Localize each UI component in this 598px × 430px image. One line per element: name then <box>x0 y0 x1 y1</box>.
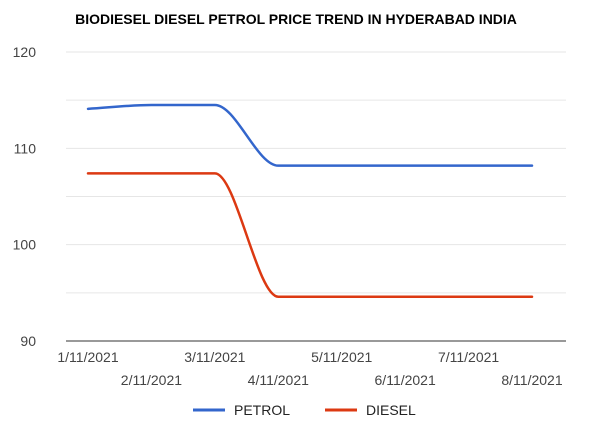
series-line-diesel <box>86 172 534 298</box>
legend-item-petrol: PETROL <box>193 402 290 418</box>
legend: PETROL DIESEL <box>193 402 416 418</box>
x-tick-label: 3/11/2021 <box>184 349 245 365</box>
legend-label: DIESEL <box>366 402 416 418</box>
y-tick-label: 90 <box>20 333 36 349</box>
y-tick-label: 120 <box>13 44 37 60</box>
y-tick-label: 100 <box>13 237 37 253</box>
legend-label: PETROL <box>234 402 290 418</box>
series-line-petrol <box>86 103 534 167</box>
legend-item-diesel: DIESEL <box>325 402 416 418</box>
x-axis-tick-labels: 1/11/20212/11/20213/11/20214/11/20215/11… <box>57 349 562 388</box>
x-tick-label: 6/11/2021 <box>375 372 436 388</box>
y-axis-tick-labels: 90 100 110 120 <box>13 44 37 349</box>
x-tick-label: 7/11/2021 <box>438 349 499 365</box>
series-lines <box>86 103 534 298</box>
x-tick-label: 2/11/2021 <box>121 372 182 388</box>
x-tick-label: 1/11/2021 <box>57 349 118 365</box>
x-tick-label: 5/11/2021 <box>311 349 372 365</box>
chart-title: BIODIESEL DIESEL PETROL PRICE TREND IN H… <box>75 11 517 27</box>
x-tick-label: 4/11/2021 <box>248 372 309 388</box>
gridlines <box>66 51 566 294</box>
y-tick-label: 110 <box>14 140 37 156</box>
x-tick-label: 8/11/2021 <box>501 372 562 388</box>
